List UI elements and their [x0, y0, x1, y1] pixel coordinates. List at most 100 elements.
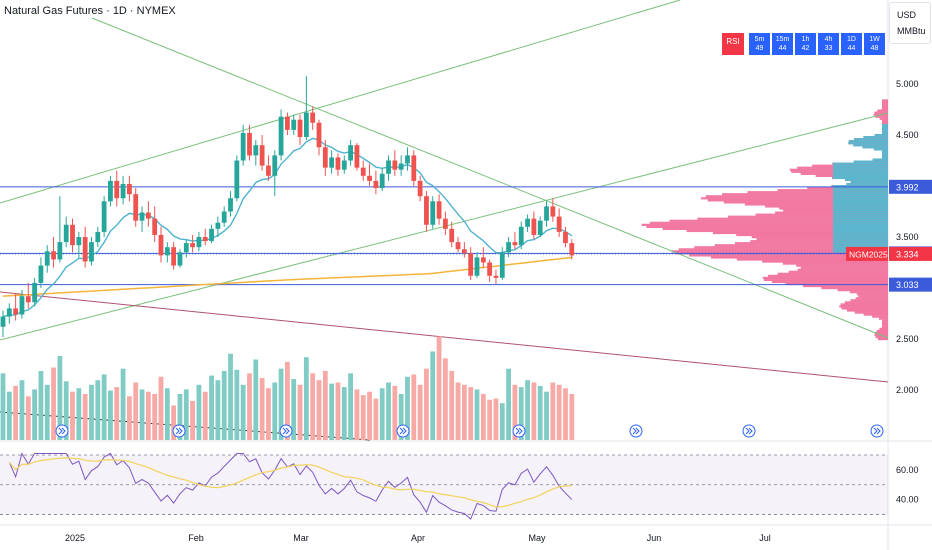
profile-va-bar	[833, 205, 888, 208]
candle-body	[436, 201, 442, 219]
time-axis-tick: Apr	[411, 533, 425, 543]
candle	[6, 303, 12, 324]
event-marker	[629, 424, 643, 438]
current-price-text: 3.334	[896, 249, 919, 259]
price-axis-tick: 3.500	[896, 232, 919, 242]
event-marker-arrow	[745, 427, 753, 435]
candle-body	[13, 308, 19, 315]
profile-va-bar	[833, 185, 888, 188]
volume-bar	[569, 394, 575, 440]
profile-bar	[882, 323, 888, 326]
profile-va-bar	[833, 238, 888, 241]
profile-va-bar	[833, 197, 888, 200]
profile-bar	[785, 282, 888, 286]
profile-bar	[882, 321, 888, 324]
candle-body	[493, 275, 499, 278]
volume-bar	[411, 374, 417, 440]
volume-bar	[253, 359, 259, 440]
profile-va-bar	[848, 142, 888, 145]
volume-bar	[202, 391, 208, 440]
volume-bar	[544, 391, 549, 440]
candle-body	[190, 243, 195, 248]
profile-bar	[700, 197, 888, 200]
candle-body	[70, 224, 75, 246]
profile-va-bar	[833, 168, 888, 171]
candle	[139, 206, 145, 232]
upper-channel-line	[0, 0, 681, 204]
candle	[44, 245, 50, 273]
candle	[259, 135, 265, 171]
volume-bar	[563, 388, 568, 440]
profile-va-bar	[882, 129, 888, 133]
currency-unit-button[interactable]: USD MMBtu	[889, 2, 931, 44]
candle-body	[82, 237, 88, 262]
volume-bar	[348, 373, 353, 440]
candle-body	[474, 257, 480, 276]
volume-bar	[171, 405, 177, 440]
profile-bar	[881, 107, 888, 110]
candle	[291, 114, 297, 135]
volume-bar	[196, 384, 202, 440]
candle-body	[32, 282, 37, 303]
rsi-tf-1w[interactable]: 1W 48	[864, 33, 885, 55]
profile-bar	[777, 272, 888, 275]
volume-bars	[0, 336, 575, 440]
profile-va-bar	[833, 201, 888, 204]
profile-va-bar	[833, 174, 888, 177]
profile-va-bar	[882, 152, 888, 155]
long-downtrend-line	[0, 291, 889, 383]
candle	[550, 198, 556, 222]
profile-bar	[689, 254, 888, 257]
candle-body	[563, 231, 568, 244]
candle-body	[152, 218, 158, 235]
event-marker	[742, 424, 756, 438]
candle-body	[25, 296, 31, 303]
profile-bar	[775, 211, 888, 214]
rsi-tf-5m[interactable]: 5m 49	[749, 33, 770, 55]
volume-bar	[335, 382, 341, 440]
rsi-tf-4h[interactable]: 4h 33	[818, 33, 839, 55]
candle	[82, 226, 88, 268]
candle	[70, 218, 75, 253]
profile-va-bar	[833, 176, 888, 180]
profile-bar	[882, 319, 888, 322]
candle-body	[506, 242, 511, 253]
volume-bar	[499, 403, 505, 440]
candle-body	[417, 180, 423, 197]
candle-body	[266, 165, 271, 176]
candle	[19, 290, 25, 319]
profile-bar	[882, 99, 888, 102]
profile-va-bar	[853, 144, 888, 147]
candle-body	[322, 147, 328, 168]
rsi-tf-1d[interactable]: 1D 44	[841, 33, 862, 55]
candle-body	[38, 265, 44, 283]
candle-body	[76, 237, 82, 246]
volume-bar	[379, 388, 385, 440]
candle	[152, 206, 158, 243]
chart-title: Natural Gas Futures · 1D · NYMEX	[4, 5, 176, 17]
candle-body	[240, 132, 246, 161]
volume-bar	[127, 396, 132, 440]
rsi-tf-1h[interactable]: 1h 42	[795, 33, 816, 55]
profile-bar	[744, 203, 888, 206]
candle	[133, 188, 139, 227]
rsi-tf-15m[interactable]: 15m 44	[772, 33, 793, 55]
event-marker-arrow	[175, 427, 183, 435]
time-axis-tick: 2025	[65, 533, 85, 543]
candle	[316, 119, 322, 156]
profile-bar	[854, 311, 888, 314]
profile-va-bar	[882, 127, 888, 131]
candle-body	[114, 180, 120, 199]
event-marker	[396, 424, 410, 438]
candle-body	[95, 231, 101, 243]
candle	[158, 226, 164, 263]
rsi-badge[interactable]: RSI	[722, 33, 744, 55]
candle-body	[177, 252, 183, 266]
profile-va-bar	[833, 223, 888, 226]
candle	[569, 239, 575, 260]
candle	[461, 242, 467, 258]
volume-bar	[221, 371, 227, 440]
ema-line	[2, 137, 573, 318]
volume-bar	[57, 356, 63, 440]
profile-va-bar	[844, 178, 888, 182]
